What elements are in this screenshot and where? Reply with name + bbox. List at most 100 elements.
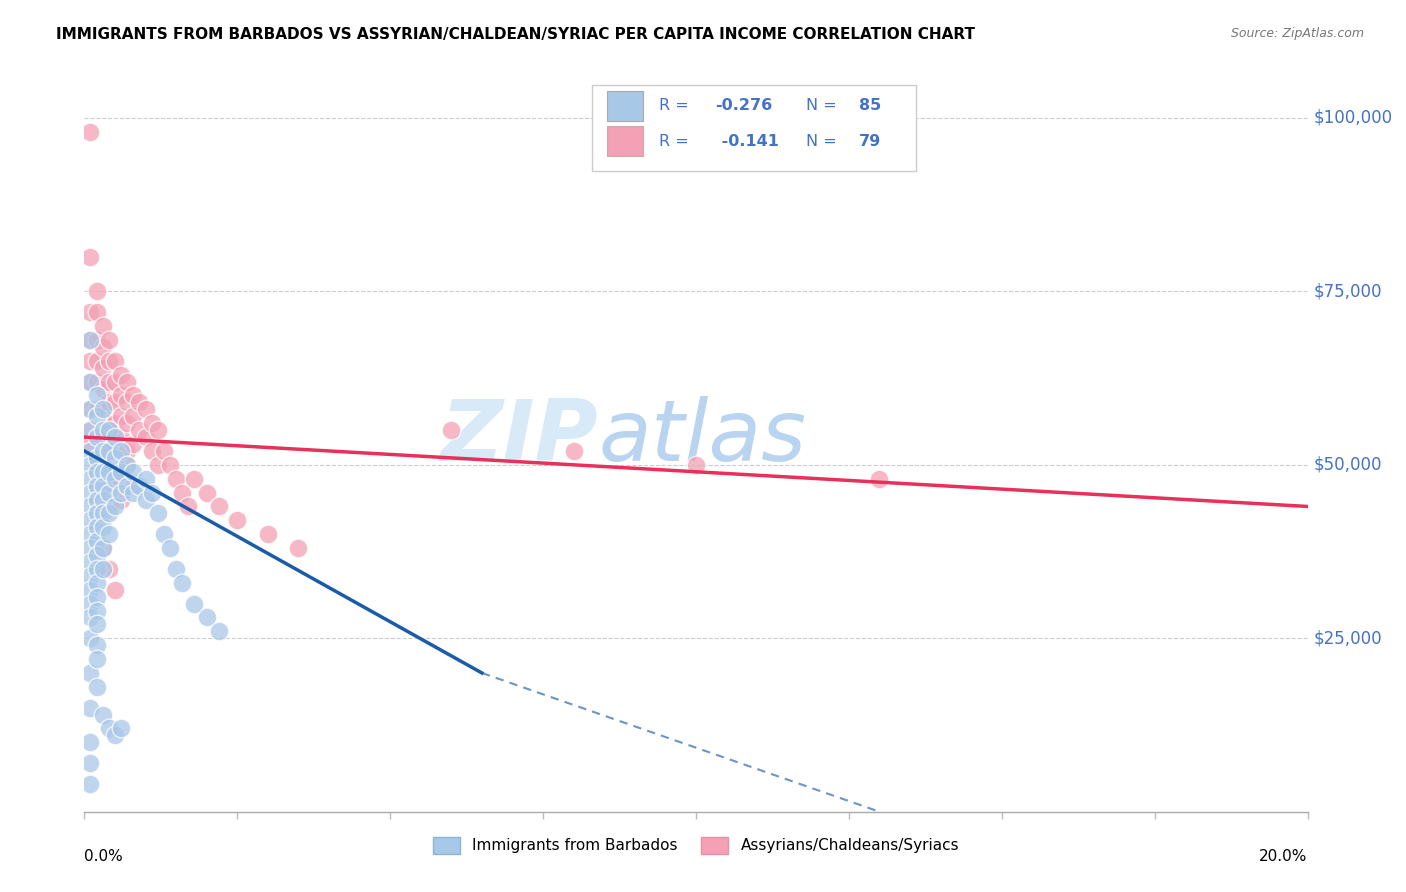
Bar: [606, 126, 644, 156]
Point: [97, 485, 120, 500]
Point: [146, 458, 169, 472]
Point: [86, 638, 108, 652]
Point: [86, 285, 108, 299]
Point: [97, 395, 120, 409]
Point: [110, 485, 132, 500]
Point: [172, 485, 194, 500]
Point: [685, 458, 707, 472]
Legend: Immigrants from Barbados, Assyrians/Chaldeans/Syriacs: Immigrants from Barbados, Assyrians/Chal…: [426, 830, 966, 860]
Point: [97, 722, 120, 736]
Point: [869, 472, 891, 486]
Point: [79, 665, 101, 680]
Point: [86, 492, 108, 507]
Point: [172, 575, 194, 590]
Text: 79: 79: [859, 134, 882, 149]
Point: [141, 416, 163, 430]
Point: [86, 590, 108, 604]
Point: [115, 458, 138, 472]
Point: [153, 444, 176, 458]
Point: [115, 375, 138, 389]
Point: [79, 700, 101, 714]
Point: [115, 478, 138, 492]
Point: [79, 513, 101, 527]
Point: [86, 520, 108, 534]
Point: [79, 735, 101, 749]
Point: [97, 444, 120, 458]
Point: [141, 444, 163, 458]
Point: [86, 458, 108, 472]
Point: [135, 402, 157, 417]
Point: [79, 527, 101, 541]
Point: [79, 500, 101, 514]
FancyBboxPatch shape: [592, 85, 917, 171]
Text: -0.276: -0.276: [716, 98, 773, 113]
Text: $75,000: $75,000: [1313, 283, 1382, 301]
Point: [115, 458, 138, 472]
Text: 20.0%: 20.0%: [1260, 849, 1308, 864]
Point: [440, 423, 463, 437]
Point: [104, 375, 127, 389]
Point: [104, 450, 127, 465]
Point: [159, 458, 181, 472]
Point: [97, 375, 120, 389]
Text: Source: ZipAtlas.com: Source: ZipAtlas.com: [1230, 27, 1364, 40]
Point: [104, 582, 127, 597]
Text: N =: N =: [806, 98, 842, 113]
Point: [79, 756, 101, 771]
Text: R =: R =: [659, 134, 695, 149]
Point: [257, 527, 280, 541]
Point: [86, 548, 108, 562]
Point: [79, 632, 101, 646]
Point: [104, 353, 127, 368]
Point: [122, 409, 145, 424]
Text: -0.141: -0.141: [716, 134, 779, 149]
Point: [91, 707, 114, 722]
Point: [287, 541, 309, 555]
Point: [91, 478, 114, 492]
Point: [110, 409, 132, 424]
Point: [183, 472, 205, 486]
Point: [86, 333, 108, 347]
Text: $25,000: $25,000: [1313, 629, 1382, 648]
Point: [141, 485, 163, 500]
Point: [86, 680, 108, 694]
Point: [91, 541, 114, 555]
Point: [79, 423, 101, 437]
Point: [104, 437, 127, 451]
Point: [135, 492, 157, 507]
Point: [97, 527, 120, 541]
Point: [110, 465, 132, 479]
Point: [104, 395, 127, 409]
Point: [97, 423, 120, 437]
Point: [110, 492, 132, 507]
Point: [79, 541, 101, 555]
Text: R =: R =: [659, 98, 695, 113]
Point: [146, 507, 169, 521]
Point: [79, 582, 101, 597]
Point: [122, 478, 145, 492]
Point: [128, 423, 150, 437]
Point: [91, 382, 114, 396]
Point: [91, 492, 114, 507]
Bar: [606, 91, 644, 121]
Text: ZIP: ZIP: [440, 395, 598, 479]
Point: [86, 388, 108, 402]
Point: [86, 478, 108, 492]
Text: 0.0%: 0.0%: [84, 849, 124, 864]
Point: [104, 472, 127, 486]
Point: [91, 430, 114, 444]
Point: [91, 402, 114, 417]
Point: [122, 388, 145, 402]
Point: [97, 500, 120, 514]
Point: [91, 319, 114, 334]
Point: [165, 472, 187, 486]
Point: [97, 507, 120, 521]
Point: [110, 722, 132, 736]
Point: [104, 416, 127, 430]
Point: [91, 402, 114, 417]
Point: [128, 478, 150, 492]
Point: [86, 450, 108, 465]
Point: [91, 520, 114, 534]
Point: [91, 541, 114, 555]
Point: [104, 472, 127, 486]
